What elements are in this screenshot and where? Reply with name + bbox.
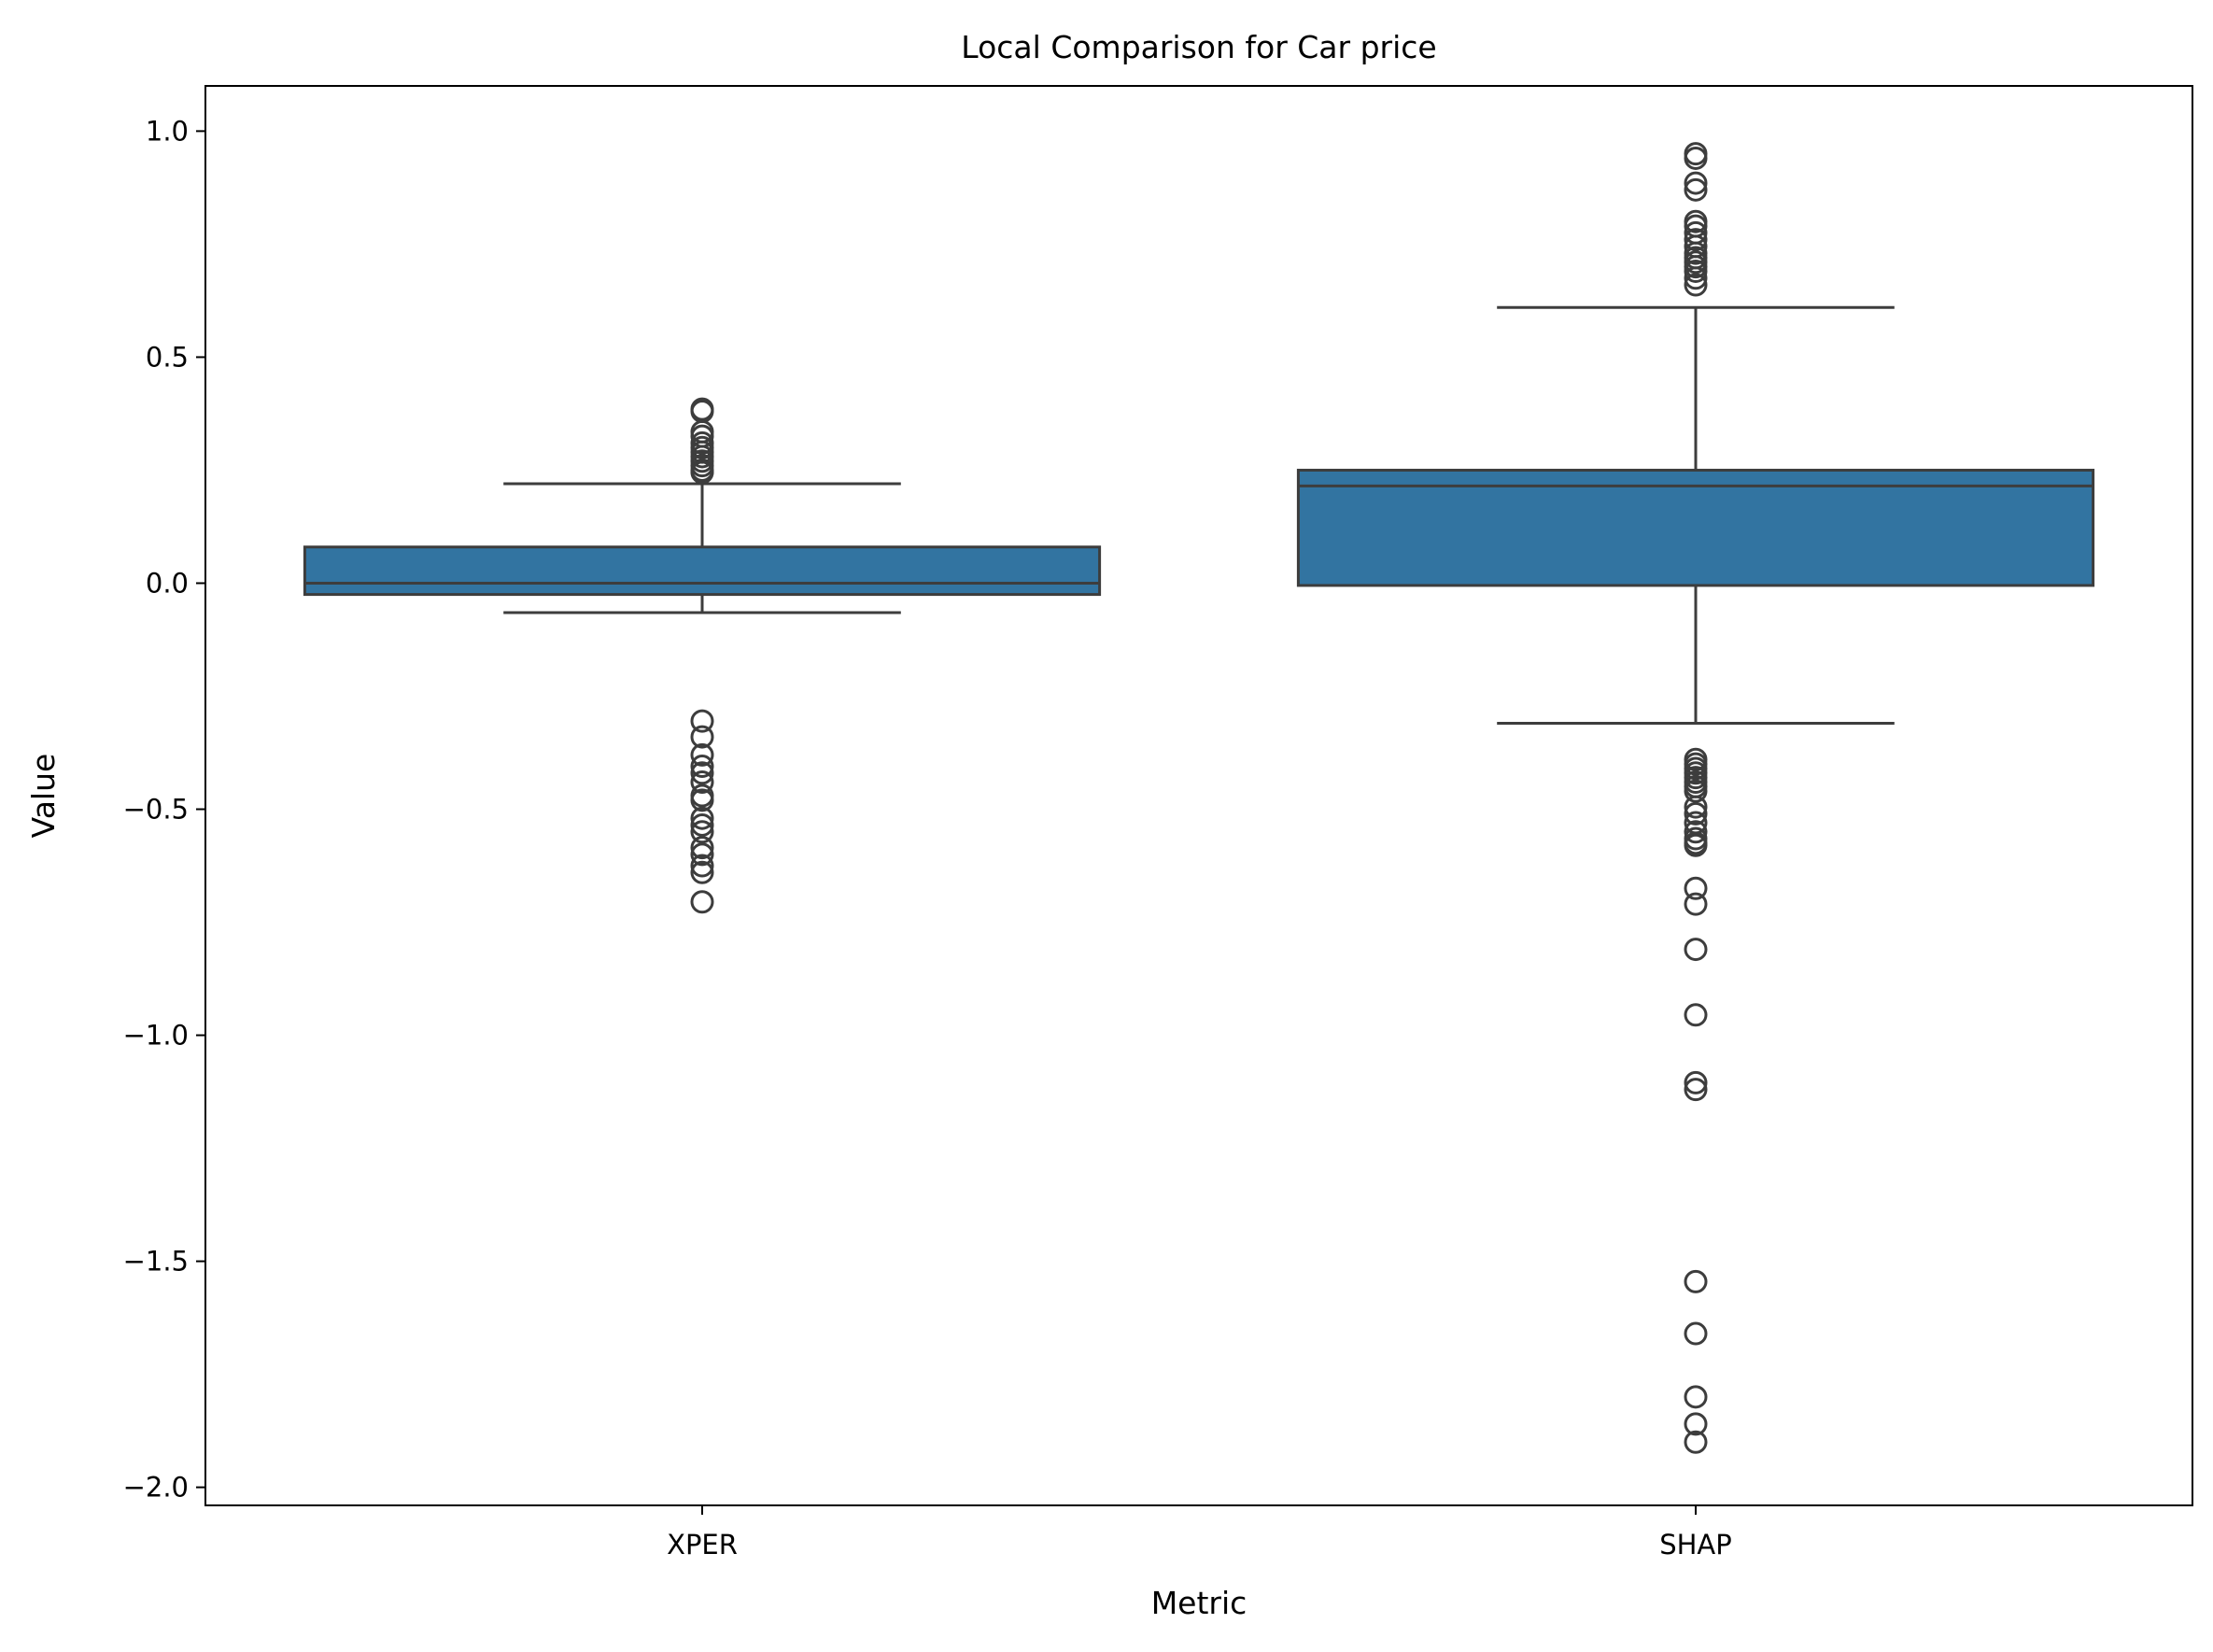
outlier-point bbox=[1684, 833, 1708, 857]
outlier-point bbox=[690, 755, 714, 779]
outlier-point bbox=[1684, 801, 1708, 826]
outlier-point bbox=[690, 842, 714, 867]
y-tick-label: 1.0 bbox=[146, 115, 189, 147]
outlier-point bbox=[1684, 259, 1708, 283]
x-tick-label: XPER bbox=[667, 1529, 738, 1560]
outlier-point bbox=[690, 761, 714, 785]
outlier-point bbox=[1684, 795, 1708, 819]
outlier-point bbox=[1684, 1003, 1708, 1027]
outlier-point bbox=[1684, 1078, 1708, 1102]
outlier-point bbox=[1684, 1070, 1708, 1094]
outlier-point bbox=[1684, 1269, 1708, 1293]
box-group-shap bbox=[1296, 142, 2095, 1454]
y-tick-label: −2.0 bbox=[123, 1472, 189, 1504]
outlier-point bbox=[690, 812, 714, 837]
outlier-point bbox=[1684, 171, 1708, 195]
y-tick-label: −0.5 bbox=[123, 794, 189, 826]
outlier-point bbox=[690, 820, 714, 844]
outlier-point bbox=[690, 854, 714, 878]
y-axis: 1.0 0.5 0.0 −0.5 −1.0 −1.5 −2.0 bbox=[123, 115, 205, 1504]
chart-title: Local Comparison for Car price bbox=[961, 29, 1436, 65]
outlier-point bbox=[1684, 142, 1708, 166]
y-tick-label: −1.0 bbox=[123, 1020, 189, 1052]
outlier-point bbox=[1684, 266, 1708, 290]
y-axis-label: Value bbox=[25, 754, 62, 839]
outlier-point bbox=[690, 890, 714, 914]
outlier-point bbox=[1684, 1321, 1708, 1346]
outlier-point bbox=[690, 742, 714, 767]
outlier-point bbox=[1684, 779, 1708, 803]
outlier-point bbox=[1684, 892, 1708, 916]
x-axis-label: Metric bbox=[1151, 1585, 1247, 1621]
y-tick-label: 0.0 bbox=[146, 567, 189, 599]
outlier-point bbox=[690, 806, 714, 830]
outlier-point bbox=[690, 788, 714, 812]
outlier-point bbox=[1684, 228, 1708, 252]
x-tick-label: SHAP bbox=[1659, 1529, 1732, 1560]
outlier-point bbox=[690, 784, 714, 808]
outlier-point bbox=[1684, 876, 1708, 900]
outlier-point bbox=[1684, 146, 1708, 170]
outlier-point bbox=[690, 460, 714, 485]
box-group-xper bbox=[303, 397, 1102, 914]
outlier-point bbox=[1684, 1385, 1708, 1409]
outlier-point bbox=[1684, 1430, 1708, 1454]
y-tick-label: −1.5 bbox=[123, 1246, 189, 1278]
x-axis: XPER SHAP bbox=[667, 1505, 1732, 1560]
outlier-point bbox=[690, 860, 714, 884]
outlier-point bbox=[690, 836, 714, 860]
box-iqr bbox=[303, 545, 1102, 597]
outlier-point bbox=[690, 725, 714, 749]
outlier-point bbox=[690, 770, 714, 794]
outlier-point bbox=[690, 709, 714, 733]
outlier-point bbox=[1684, 938, 1708, 962]
outlier-point bbox=[1684, 820, 1708, 844]
outlier-point bbox=[1684, 273, 1708, 297]
plot-area bbox=[303, 142, 2095, 1454]
axes-frame bbox=[204, 85, 2193, 1506]
outlier-point bbox=[1684, 1412, 1708, 1436]
box-iqr bbox=[1296, 468, 2095, 587]
outlier-point bbox=[1684, 177, 1708, 202]
y-tick-label: 0.5 bbox=[146, 341, 189, 373]
